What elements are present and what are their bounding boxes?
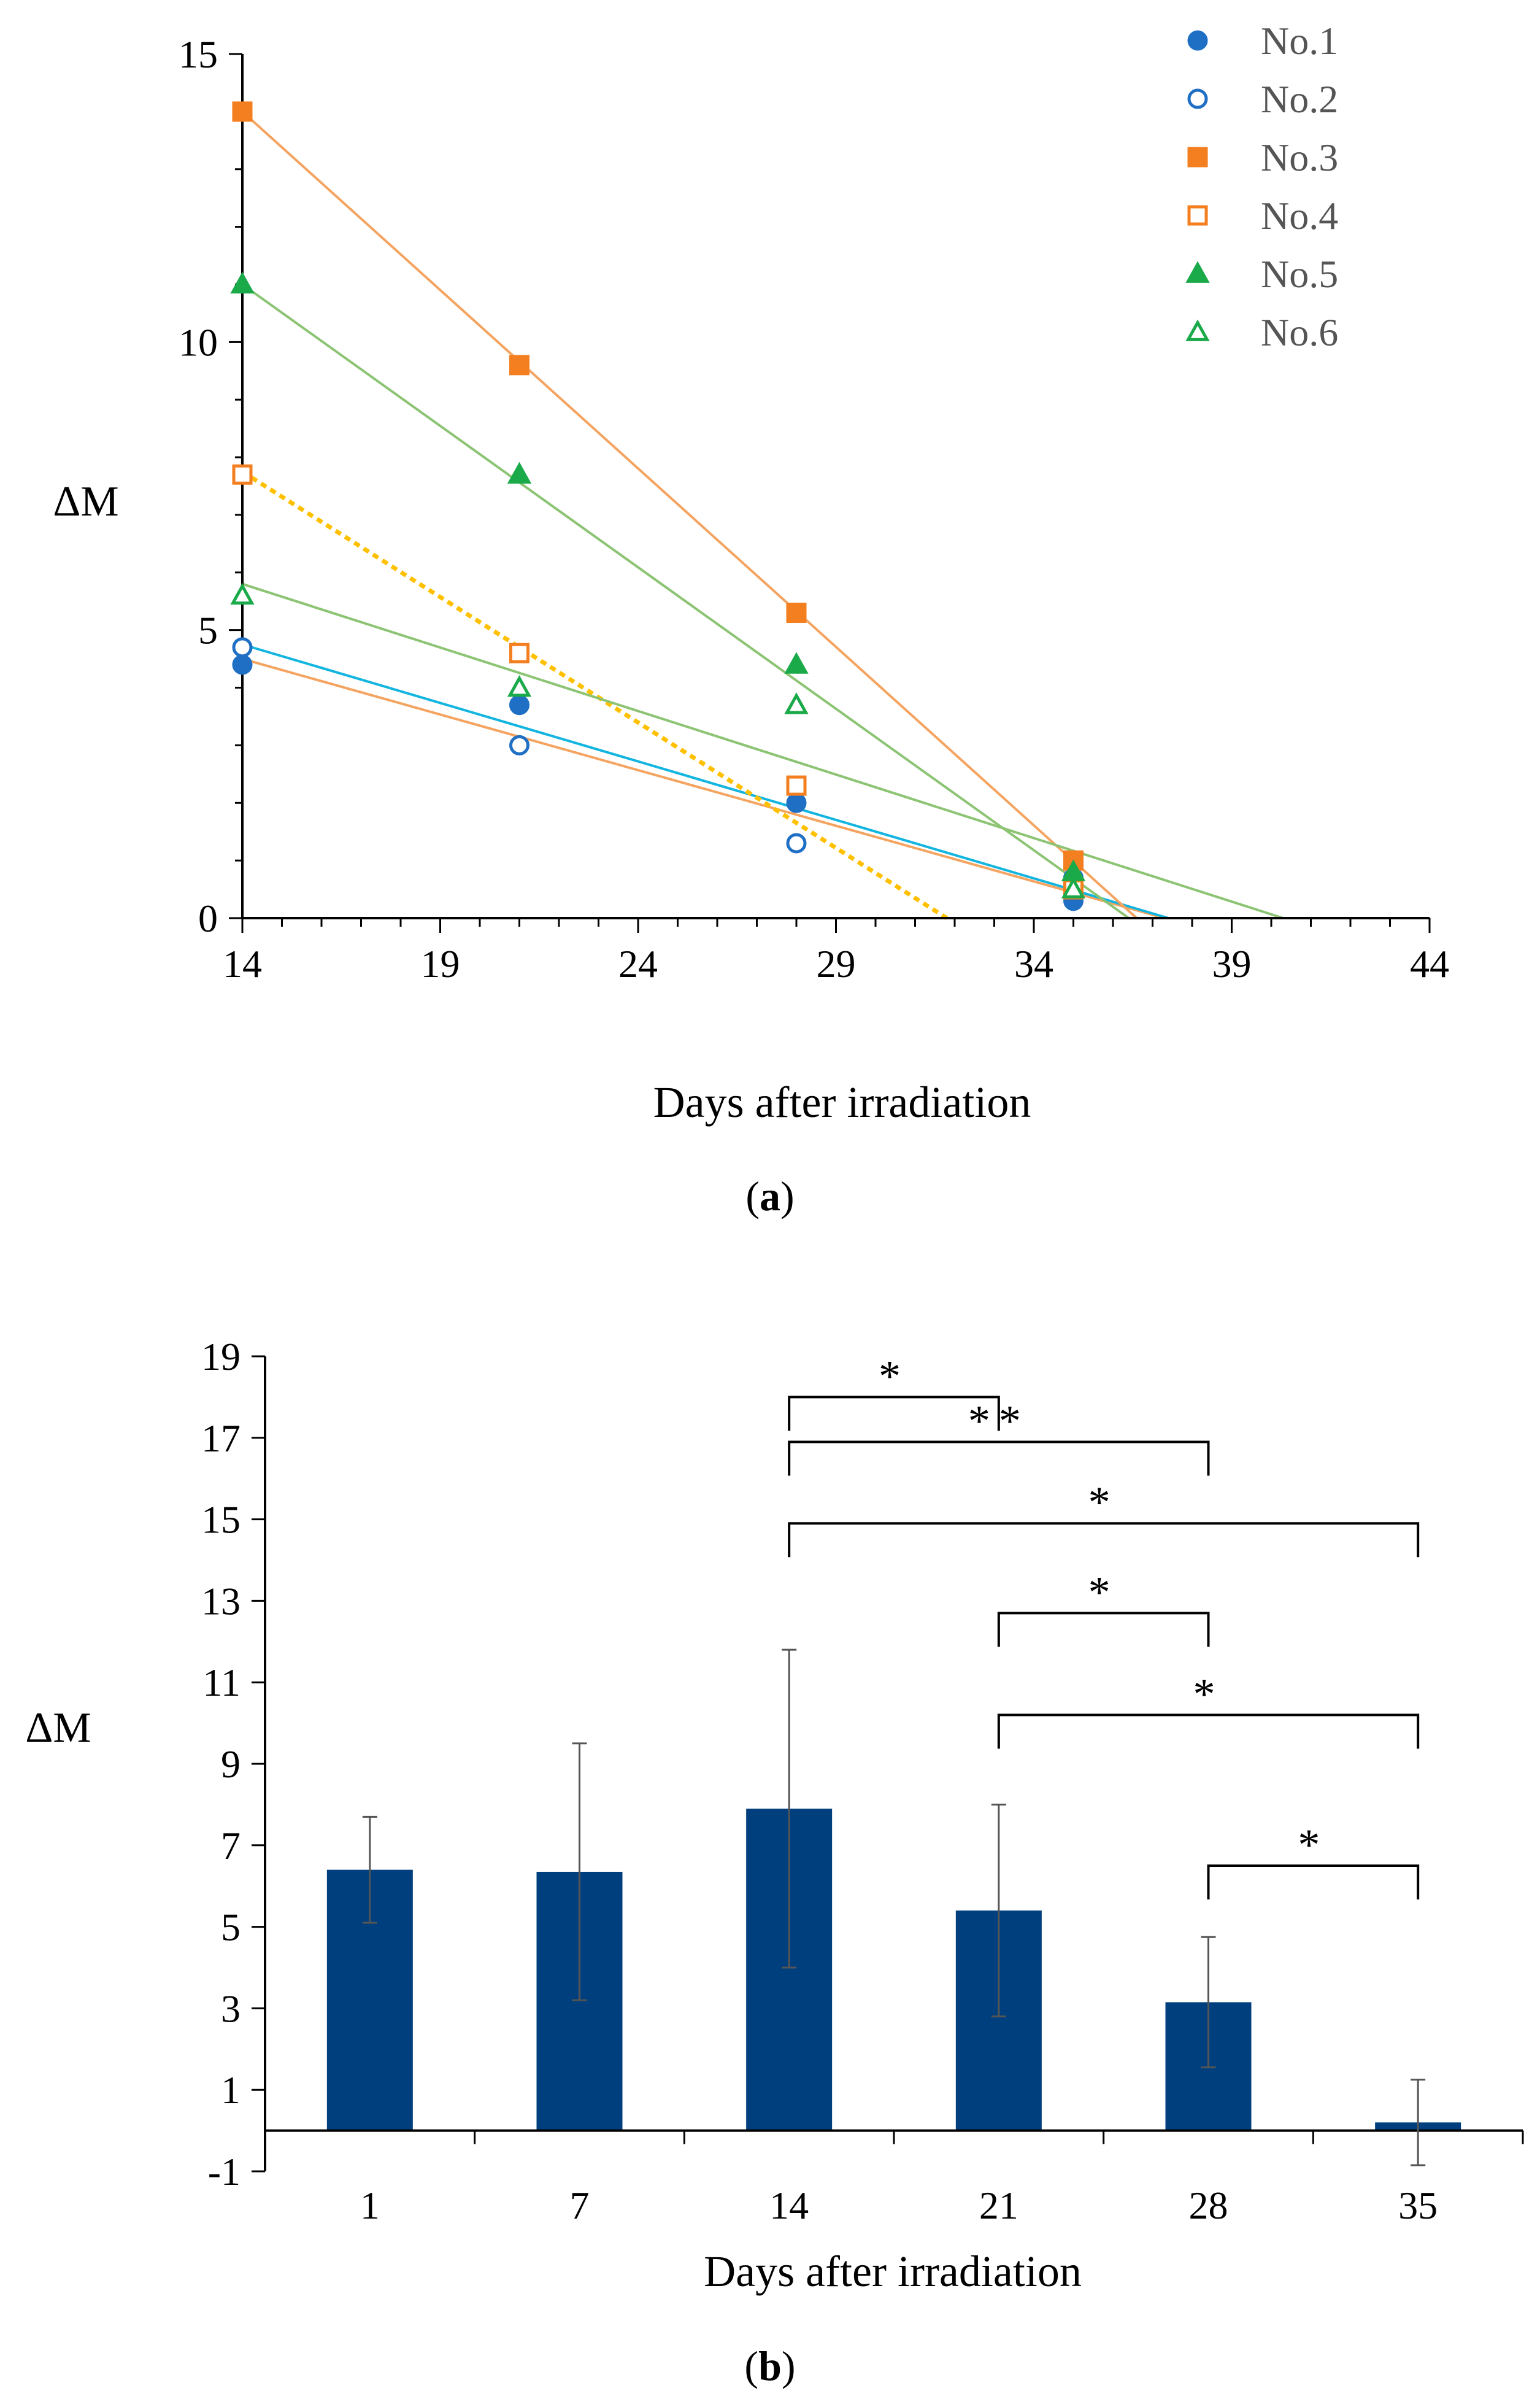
panel-a-data-points: [230, 101, 1086, 911]
panel-a-fit-line: [241, 469, 948, 920]
panel-a-legend-marker: [1187, 88, 1208, 109]
panel-b-significance-brackets: *******: [788, 1351, 1420, 1899]
panel-b-x-tick-label: 14: [769, 2184, 809, 2227]
panel-a-data-point: [507, 674, 532, 697]
panel-b-x-tick-label: 28: [1189, 2184, 1228, 2227]
panel-b-significance-label: **: [968, 1396, 1030, 1445]
panel-a-fit-line: [241, 110, 1138, 919]
panel-b-y-tick-label: 5: [221, 1906, 241, 1949]
panel-a-x-tick-label: 29: [817, 942, 856, 986]
panel-a-x-tick-label: 14: [223, 942, 262, 986]
panel-a-data-point: [232, 654, 253, 675]
panel-b-y-tick-label: 17: [201, 1416, 241, 1460]
panel-a-data-point: [230, 582, 255, 605]
panel-b-y-tick-label: 3: [221, 1987, 241, 2030]
panel-a-legend-label: No.6: [1261, 311, 1338, 354]
panel-a-data-point: [507, 462, 532, 484]
panel-a-data-point: [1061, 876, 1086, 898]
panel-b-y-tick-label: -1: [208, 2150, 241, 2193]
panel-a-fit-line: [242, 657, 1165, 919]
panel-b-significance-bracket: [788, 1522, 1420, 1558]
panel-a-data-point: [786, 775, 807, 796]
panel-a-legend-marker: [1185, 261, 1210, 283]
panel-a-data-point: [232, 637, 253, 658]
panel-a-legend-marker: [1187, 205, 1208, 226]
panel-a-legend-marker: [1187, 30, 1208, 51]
panel-a-data-point: [786, 792, 807, 813]
panel-a-x-tick-label: 19: [421, 942, 460, 986]
panel-a-data-point: [230, 271, 255, 294]
panel-b-x-tick-label: 21: [979, 2184, 1018, 2227]
panel-b-y-tick-label: 11: [202, 1661, 241, 1704]
panel-a-x-tick-label: 44: [1410, 942, 1449, 986]
panel-a-label: (a): [745, 1173, 794, 1219]
panel-b-y-tick-label: 9: [221, 1742, 241, 1786]
panel-b-y-axis-title: ΔM: [25, 1704, 91, 1752]
panel-b-significance-bracket: [997, 1612, 1210, 1647]
panel-b-significance-label: *: [1088, 1478, 1119, 1527]
panel-b-significance-bracket: [1207, 1864, 1420, 1899]
panel-a-legend: No.1 No.2 No.3 No.4 No.5 No.6: [1185, 19, 1338, 354]
panel-a-x-tick-label: 24: [618, 942, 658, 986]
panel-a-legend-label: No.3: [1261, 136, 1338, 179]
panel-b-significance-bracket: [997, 1713, 1420, 1749]
panel-a-legend-marker: [1187, 147, 1208, 168]
panel-a-text: 0 5 10 15 14 19 24 29 34 39 44 Days after irradiati…: [53, 33, 1449, 1219]
panel-b-y-tick-label: 1: [221, 2068, 241, 2112]
panel-a-x-axis-title: Days after irradiation: [653, 1078, 1031, 1127]
panel-a-fit-lines: [241, 110, 1284, 920]
panel-a-fit-line: [241, 283, 1130, 919]
panel-a-y-tick-label: 5: [198, 609, 218, 652]
panel-a-legend-label: No.1: [1261, 19, 1338, 63]
panel-a-legend-marker: [1185, 319, 1210, 341]
panel-b-y-tick-label: 7: [221, 1824, 241, 1868]
panel-b-y-tick-label: 15: [201, 1498, 241, 1542]
panel-b-label: (b): [744, 2343, 795, 2389]
panel-b-x-tick-label: 35: [1398, 2184, 1438, 2227]
panel-b-significance-label: *: [1298, 1820, 1328, 1869]
panel-a-x-tick-label: 34: [1014, 942, 1053, 986]
panel-a-data-point: [509, 735, 529, 755]
panel-a-data-point: [784, 692, 809, 714]
panel-a-data-point: [509, 643, 529, 663]
panel-a-data-point: [509, 695, 529, 716]
panel-a-scatter-chart: No.1 No.2 No.3 No.4 No.5 No.6 0 5 10 15 14 19 24 29 3…: [53, 19, 1449, 1219]
panel-b-x-tick-label: 7: [570, 2184, 590, 2227]
panel-a-x-tick-label: 39: [1212, 942, 1252, 986]
panel-b-y-tick-label: 19: [201, 1335, 241, 1378]
panel-a-axes: [229, 53, 1431, 933]
panel-b-significance-bracket: [788, 1396, 1000, 1431]
panel-b-bars: [326, 1809, 1461, 2131]
panel-b-significance-label: *: [879, 1351, 909, 1401]
panel-a-legend-label: No.2: [1261, 77, 1338, 121]
panel-b-significance-label: *: [1193, 1669, 1224, 1718]
panel-a-legend-label: No.4: [1261, 194, 1338, 238]
panel-a-data-point: [786, 833, 807, 854]
panel-a-fit-line: [242, 643, 1169, 919]
panel-b-axes: [252, 1355, 1524, 2173]
panel-b-x-tick-label: 1: [360, 2184, 380, 2227]
panel-a-legend-label: No.5: [1261, 252, 1338, 296]
panel-a-data-point: [509, 355, 529, 376]
panel-a-fit-line: [242, 582, 1284, 919]
panel-a-data-point: [232, 101, 253, 122]
panel-b-x-axis-title: Days after irradiation: [704, 2247, 1082, 2296]
panel-b-significance-label: *: [1088, 1567, 1119, 1617]
panel-a-data-point: [232, 464, 253, 485]
panel-a-data-point: [784, 652, 809, 674]
panel-a-y-axis-title: ΔM: [53, 478, 118, 525]
panel-b-error-bars: [362, 1648, 1426, 2166]
panel-a-data-point: [786, 603, 807, 624]
panel-a-y-tick-label: 10: [179, 320, 218, 364]
panel-b-significance-bracket: [788, 1440, 1210, 1476]
panel-a-y-tick-label: 0: [198, 897, 218, 940]
panel-b-y-tick-label: 13: [201, 1579, 241, 1623]
panel-a-y-tick-label: 15: [179, 33, 218, 76]
